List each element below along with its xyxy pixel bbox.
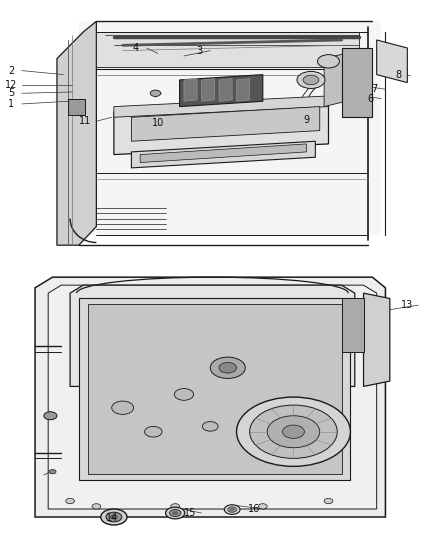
Circle shape <box>106 512 122 522</box>
Circle shape <box>267 416 320 448</box>
Circle shape <box>44 411 57 420</box>
Polygon shape <box>140 144 307 163</box>
Circle shape <box>150 90 161 96</box>
Text: 11: 11 <box>79 116 92 126</box>
Circle shape <box>237 397 350 466</box>
Polygon shape <box>70 285 355 386</box>
Circle shape <box>49 470 56 474</box>
Text: 5: 5 <box>8 88 14 98</box>
Circle shape <box>66 498 74 504</box>
Text: 14: 14 <box>106 513 118 523</box>
Circle shape <box>101 509 127 525</box>
Circle shape <box>228 507 237 512</box>
Circle shape <box>110 515 117 519</box>
Text: 2: 2 <box>8 66 14 76</box>
Polygon shape <box>88 304 342 474</box>
Polygon shape <box>342 298 364 352</box>
Polygon shape <box>219 78 232 101</box>
Text: 9: 9 <box>304 115 310 125</box>
Text: 16: 16 <box>248 504 260 514</box>
Circle shape <box>318 54 339 68</box>
Circle shape <box>170 510 181 516</box>
Circle shape <box>297 71 325 88</box>
Text: 7: 7 <box>371 84 378 94</box>
Polygon shape <box>68 99 85 115</box>
Circle shape <box>92 504 101 509</box>
Polygon shape <box>377 40 407 83</box>
Text: 3: 3 <box>196 46 202 55</box>
Polygon shape <box>131 107 320 141</box>
Circle shape <box>145 426 162 437</box>
Polygon shape <box>131 141 315 168</box>
Text: 4: 4 <box>133 43 139 53</box>
Circle shape <box>250 405 337 458</box>
Polygon shape <box>57 21 96 245</box>
Text: 12: 12 <box>5 80 17 90</box>
Circle shape <box>202 422 218 431</box>
Polygon shape <box>342 48 372 117</box>
Polygon shape <box>96 32 359 67</box>
Text: 6: 6 <box>367 94 373 103</box>
Circle shape <box>173 512 178 515</box>
Polygon shape <box>184 78 197 101</box>
Circle shape <box>219 362 237 373</box>
Circle shape <box>230 508 234 511</box>
Polygon shape <box>114 96 328 117</box>
Polygon shape <box>79 21 381 235</box>
Circle shape <box>258 504 267 509</box>
Text: 10: 10 <box>152 118 164 127</box>
Circle shape <box>324 498 333 504</box>
Polygon shape <box>48 285 377 509</box>
Text: 15: 15 <box>184 508 197 518</box>
Polygon shape <box>35 277 385 517</box>
Polygon shape <box>324 53 346 107</box>
Polygon shape <box>180 75 263 107</box>
Polygon shape <box>79 298 350 480</box>
Text: 1: 1 <box>8 99 14 109</box>
Polygon shape <box>237 78 250 101</box>
Text: 13: 13 <box>401 300 413 310</box>
Circle shape <box>283 425 304 438</box>
Polygon shape <box>114 101 328 155</box>
Circle shape <box>171 504 180 509</box>
Circle shape <box>112 401 134 415</box>
Text: 8: 8 <box>396 70 402 79</box>
Polygon shape <box>364 293 390 386</box>
Circle shape <box>210 357 245 378</box>
Circle shape <box>174 389 194 400</box>
Polygon shape <box>201 78 215 101</box>
Circle shape <box>166 507 185 519</box>
Circle shape <box>224 505 240 514</box>
Circle shape <box>303 75 319 85</box>
